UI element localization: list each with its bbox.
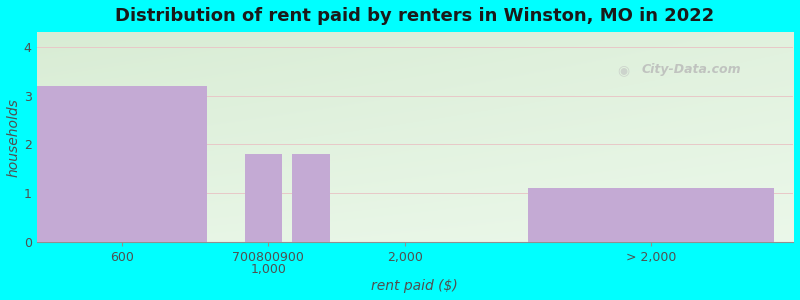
Text: City-Data.com: City-Data.com (642, 63, 742, 76)
Text: ◉: ◉ (617, 63, 629, 77)
Bar (245, 154, 282, 242)
Title: Distribution of rent paid by renters in Winston, MO in 2022: Distribution of rent paid by renters in … (115, 7, 714, 25)
X-axis label: rent paid ($): rent paid ($) (371, 279, 458, 293)
Y-axis label: households: households (7, 98, 21, 177)
Bar (292, 154, 330, 242)
Bar (528, 188, 774, 242)
Bar (37, 86, 206, 242)
